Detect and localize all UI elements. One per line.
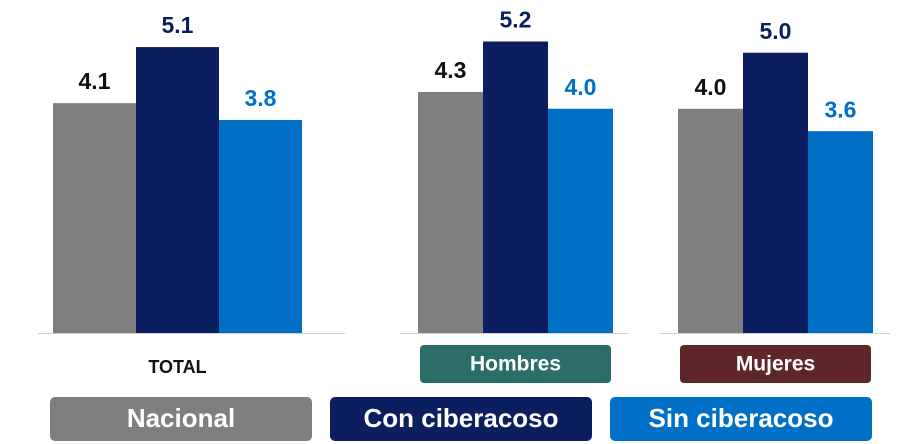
bar [136, 47, 219, 333]
x-tick-label: TOTAL [148, 357, 206, 377]
legend-label: Con ciberacoso [363, 403, 558, 433]
x-tick-label: Hombres [470, 353, 561, 376]
value-label: 4.0 [565, 74, 597, 100]
bar [808, 131, 873, 333]
bar [53, 103, 136, 333]
value-label: 5.0 [760, 18, 792, 44]
legend-swatch [50, 397, 312, 441]
value-label: 4.3 [435, 57, 467, 83]
legend-swatch [330, 397, 592, 441]
category-box [680, 345, 871, 383]
bar [418, 91, 483, 333]
x-tick-label: Mujeres [736, 353, 815, 376]
value-label: 3.8 [245, 85, 277, 111]
value-label: 5.2 [500, 7, 532, 33]
bar [483, 41, 548, 333]
value-label: 4.0 [695, 74, 727, 100]
bar [548, 108, 613, 334]
legend-label: Sin ciberacoso [649, 403, 834, 433]
bar [743, 52, 808, 334]
category-box [420, 345, 611, 383]
value-label: 3.6 [825, 96, 857, 122]
value-label: 5.1 [162, 12, 194, 38]
legend-label: Nacional [127, 403, 235, 433]
value-label: 4.1 [79, 68, 111, 94]
bar [678, 108, 743, 334]
legend-swatch [610, 397, 872, 441]
bar [219, 119, 302, 333]
